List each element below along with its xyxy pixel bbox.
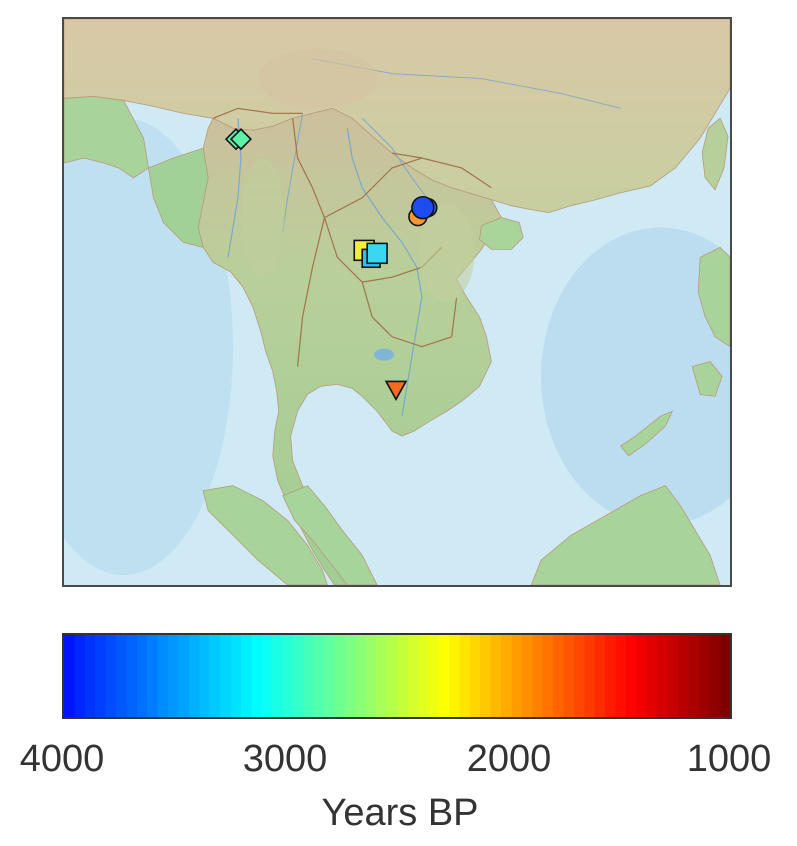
land-borneo <box>530 485 721 585</box>
colorbar-tick-3000: 3000 <box>242 738 328 780</box>
colorbar-tick-2000: 2000 <box>466 738 552 780</box>
highland-shading-3 <box>240 158 285 278</box>
deep-ocean-east <box>541 227 730 526</box>
land-myanmar-coast <box>148 147 209 248</box>
river-salween <box>282 113 304 233</box>
marker-square-2 <box>366 242 388 265</box>
land-visayas <box>691 361 723 397</box>
land-malay <box>282 485 378 585</box>
river-red <box>361 117 428 199</box>
land-sumatra <box>202 485 328 585</box>
land-luzon <box>697 246 730 348</box>
land-west <box>64 96 149 179</box>
markers-layer <box>224 128 438 401</box>
colorbar-tick-4000: 4000 <box>19 738 105 780</box>
colorbar-tick-1000: 1000 <box>686 738 772 780</box>
land-taiwan <box>701 117 729 191</box>
tonle-sap-lake <box>374 348 395 361</box>
relief-map <box>64 19 730 585</box>
map-panel[interactable] <box>62 17 732 587</box>
marker-diamond-2 <box>229 128 253 151</box>
land-hainan <box>479 217 524 250</box>
colorbar-axis-label: Years BP <box>321 792 479 834</box>
land-palawan <box>620 410 674 457</box>
highland-shading-2 <box>418 202 475 302</box>
highland-shading-1 <box>257 48 378 109</box>
river-mekong <box>346 128 423 417</box>
colorbar <box>62 633 732 719</box>
marker-circle-1 <box>411 195 435 220</box>
marker-triangle <box>384 380 408 401</box>
border-lines <box>212 107 492 367</box>
